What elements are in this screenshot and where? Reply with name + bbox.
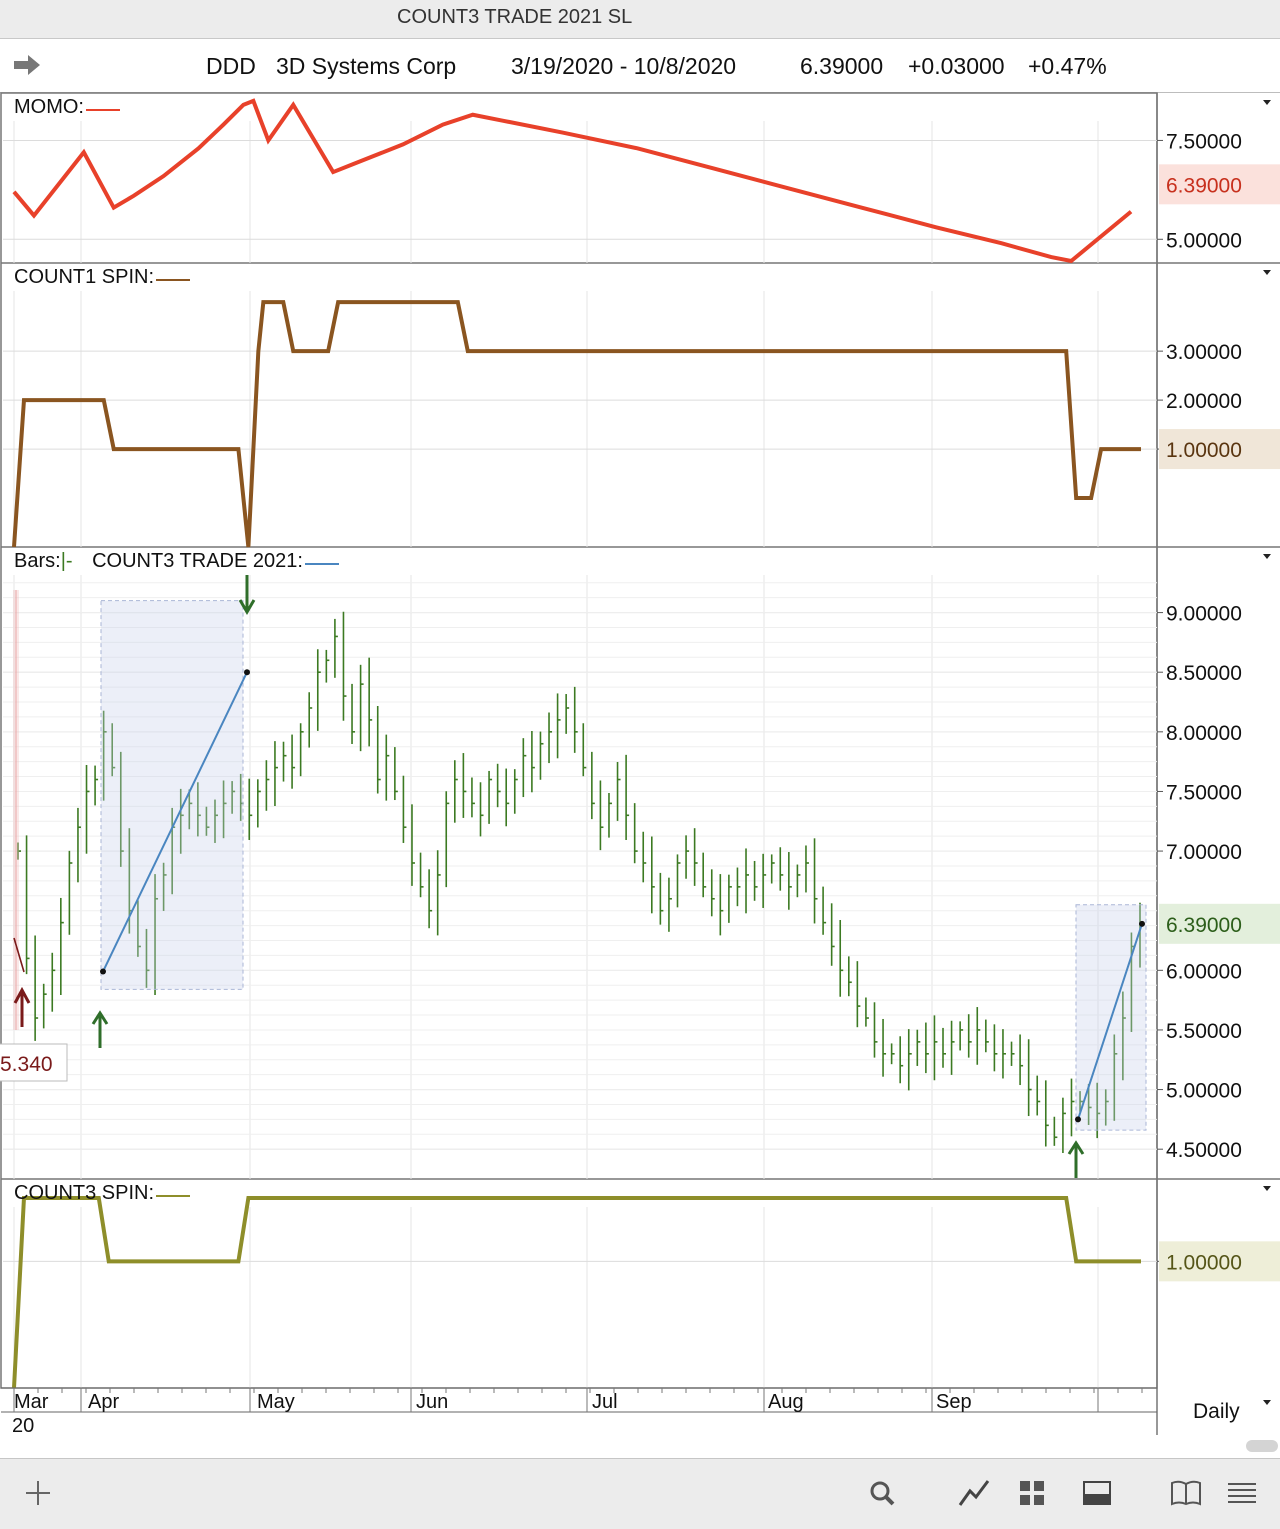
- bars-label: Bars:: [14, 550, 61, 572]
- date-range: 3/19/2020 - 10/8/2020: [511, 53, 737, 79]
- panel-menu-chevron-icon[interactable]: [1263, 270, 1271, 275]
- y-tick-label: 7.50000: [1166, 781, 1242, 804]
- bars-style-glyph: |-: [60, 550, 73, 572]
- count3-spin-panel-header: COUNT3 SPIN:: [14, 1182, 191, 1205]
- book-icon[interactable]: [1166, 1473, 1206, 1513]
- y-tick-label: 8.00000: [1166, 722, 1242, 745]
- series-line: [12, 1196, 1141, 1389]
- window-title-bar: COUNT3 TRADE 2021 SL: [0, 0, 1280, 39]
- y-tick-label: 9.00000: [1166, 603, 1242, 626]
- y-tick-label: 5.50000: [1166, 1020, 1242, 1043]
- y-tick-label: 3.00000: [1166, 341, 1242, 364]
- x-tick-label: Sep: [936, 1391, 972, 1413]
- window-title: COUNT3 TRADE 2021 SL: [397, 6, 633, 28]
- trade-line: [1077, 923, 1143, 1120]
- company-name: 3D Systems Corp: [276, 53, 457, 79]
- count3-trade-label: COUNT3 TRADE 2021:: [92, 550, 303, 572]
- bottom-toolbar: [0, 1458, 1280, 1529]
- x-tick-year-label: 20: [12, 1415, 34, 1437]
- trade-exit-dot: [244, 669, 250, 676]
- count3-spin-last-value: 1.00000: [1166, 1251, 1242, 1274]
- y-tick-label: 7.50000: [1166, 130, 1242, 153]
- symbol-info-bar: DDD 3D Systems Corp 3/19/2020 - 10/8/202…: [0, 39, 1280, 93]
- entry-arrow-icon: [13, 986, 31, 1027]
- count1-last-value: 1.00000: [1166, 439, 1242, 462]
- series-line: [12, 300, 1141, 548]
- momo-last-value-box: [1159, 164, 1280, 205]
- x-tick-label: Mar: [14, 1391, 49, 1413]
- panel-menu-chevron-icon[interactable]: [1263, 1186, 1271, 1191]
- last-price: 6.39000: [800, 53, 884, 79]
- panel-menu-chevron-icon[interactable]: [1263, 554, 1271, 559]
- momo-label: MOMO:: [14, 96, 84, 118]
- y-tick-label: 2.00000: [1166, 390, 1242, 413]
- bars-last-value: 6.39000: [1166, 914, 1242, 937]
- plus-icon[interactable]: [18, 1473, 58, 1513]
- panel-layout-icon[interactable]: [1077, 1473, 1117, 1513]
- momo-panel-header: MOMO:: [14, 96, 120, 119]
- symbol: DDD: [206, 53, 256, 79]
- count3-spin-label: COUNT3 SPIN:: [14, 1182, 155, 1204]
- entry-price-label: 5.340: [0, 1053, 53, 1076]
- series-line: [12, 98, 1133, 264]
- trade-exit-dot: [1139, 920, 1145, 927]
- forward-arrow-icon[interactable]: [12, 53, 42, 77]
- x-tick-label: Apr: [88, 1391, 119, 1413]
- entry-price-box: [0, 1043, 68, 1082]
- bars-panel-header: Bars:|- COUNT3 TRADE 2021:: [14, 550, 339, 573]
- buy-arrow-icon: [91, 1010, 109, 1048]
- x-tick-label: Jun: [416, 1391, 448, 1413]
- sell-arrow-icon: [238, 575, 256, 615]
- entry-trade-line: [13, 937, 25, 973]
- momo-last-value: 6.39000: [1166, 174, 1242, 197]
- price-change: +0.03000: [908, 53, 1005, 79]
- y-tick-label: 5.00000: [1166, 1080, 1242, 1103]
- y-tick-label: 8.50000: [1166, 662, 1242, 685]
- x-tick-label: Jul: [592, 1391, 618, 1413]
- x-tick-label: Aug: [768, 1391, 804, 1413]
- buy-arrow-icon: [1067, 1140, 1085, 1178]
- trade-entry-dot: [100, 968, 106, 975]
- search-icon[interactable]: [862, 1473, 902, 1513]
- period-menu-chevron-icon[interactable]: [1263, 1400, 1271, 1405]
- menu-icon[interactable]: [1222, 1473, 1262, 1513]
- chart-canvas[interactable]: 7.50000 5.00000 3.00000 2.00000 1.00000 9.000…: [0, 0, 1280, 1458]
- y-tick-label: 4.50000: [1166, 1139, 1242, 1162]
- trade-line: [102, 671, 248, 972]
- grid-layout-icon[interactable]: [1012, 1473, 1052, 1513]
- y-tick-label: 7.00000: [1166, 841, 1242, 864]
- price-change-percent: +0.47%: [1028, 53, 1107, 79]
- horizontal-scrollbar[interactable]: [1246, 1440, 1278, 1452]
- count3-spin-last-value-box: [1159, 1241, 1280, 1282]
- trade-entry-dot: [1075, 1116, 1081, 1123]
- y-tick-label: 5.00000: [1166, 229, 1242, 252]
- bars-last-value-box: [1159, 903, 1280, 944]
- count1-label: COUNT1 SPIN:: [14, 266, 155, 288]
- count1-last-value-box: [1159, 429, 1280, 470]
- count1-panel-header: COUNT1 SPIN:: [14, 266, 191, 289]
- period-selector[interactable]: Daily: [1193, 1400, 1240, 1423]
- x-tick-label: May: [257, 1391, 295, 1413]
- y-tick-label: 6.00000: [1166, 960, 1242, 983]
- panel-menu-chevron-icon[interactable]: [1263, 100, 1271, 105]
- draw-line-icon[interactable]: [954, 1473, 994, 1513]
